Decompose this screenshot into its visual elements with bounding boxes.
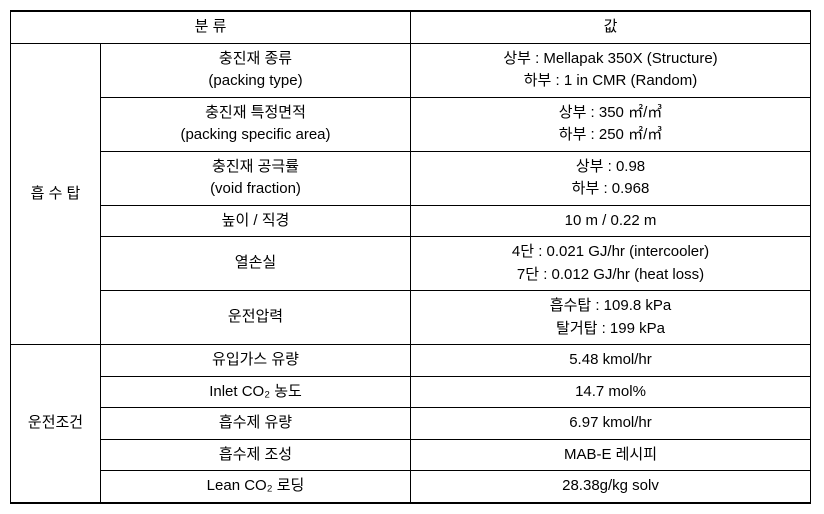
value-text: 상부 : Mellapak 350X (Structure) [503, 50, 717, 67]
value-cell: 5.48 kmol/hr [411, 345, 811, 377]
param-cell: 충진재 종류 (packing type) [101, 43, 411, 97]
value-text: 6.97 kmol/hr [569, 414, 652, 431]
param-text: 충진재 특정면적 [205, 104, 306, 121]
table-row: 높이 / 직경 10 m / 0.22 m [11, 205, 811, 237]
value-text: 10 m / 0.22 m [565, 212, 657, 229]
table-header-row: 분 류 값 [11, 11, 811, 43]
value-text: 하부 : 0.968 [572, 180, 650, 197]
param-text: 흡수제 조성 [219, 446, 292, 463]
value-cell: 28.38g/kg solv [411, 471, 811, 503]
value-cell: 상부 : 350 ㎡/㎥ 하부 : 250 ㎡/㎥ [411, 97, 811, 151]
value-text: 하부 : 1 in CMR (Random) [524, 72, 697, 89]
value-cell: 10 m / 0.22 m [411, 205, 811, 237]
param-text: (packing type) [208, 72, 302, 89]
param-cell: Lean CO₂ 로딩 [101, 471, 411, 503]
param-text: 열손실 [235, 254, 276, 271]
table-row: 운전압력 흡수탑 : 109.8 kPa 탈거탑 : 199 kPa [11, 291, 811, 345]
spec-table: 분 류 값 흡 수 탑 충진재 종류 (packing type) 상부 : M… [10, 10, 811, 504]
value-text: 상부 : 0.98 [576, 158, 645, 175]
param-text: (packing specific area) [180, 126, 330, 143]
param-cell: 높이 / 직경 [101, 205, 411, 237]
param-cell: 흡수제 조성 [101, 439, 411, 471]
value-text: 7단 : 0.012 GJ/hr (heat loss) [517, 266, 704, 283]
param-cell: 운전압력 [101, 291, 411, 345]
param-text: 유입가스 유량 [212, 351, 299, 368]
value-text: 하부 : 250 ㎡/㎥ [559, 126, 662, 143]
param-text: 충진재 공극률 [212, 158, 299, 175]
table-row: Lean CO₂ 로딩 28.38g/kg solv [11, 471, 811, 503]
group-label-operating: 운전조건 [11, 345, 101, 503]
param-text: 충진재 종류 [219, 50, 292, 67]
value-text: 14.7 mol% [575, 383, 646, 400]
value-cell: MAB-E 레시피 [411, 439, 811, 471]
value-text: 4단 : 0.021 GJ/hr (intercooler) [512, 243, 709, 260]
value-text: 5.48 kmol/hr [569, 351, 652, 368]
value-text: 흡수탑 : 109.8 kPa [550, 297, 671, 314]
param-cell: 충진재 특정면적 (packing specific area) [101, 97, 411, 151]
value-text: 상부 : 350 ㎡/㎥ [559, 104, 662, 121]
table-row: 충진재 공극률 (void fraction) 상부 : 0.98 하부 : 0… [11, 151, 811, 205]
value-text: 탈거탑 : 199 kPa [556, 320, 665, 337]
table-row: 충진재 특정면적 (packing specific area) 상부 : 35… [11, 97, 811, 151]
value-cell: 흡수탑 : 109.8 kPa 탈거탑 : 199 kPa [411, 291, 811, 345]
table-row: 흡수제 조성 MAB-E 레시피 [11, 439, 811, 471]
param-text: (void fraction) [210, 180, 301, 197]
param-cell: 유입가스 유량 [101, 345, 411, 377]
header-category: 분 류 [11, 11, 411, 43]
value-cell: 14.7 mol% [411, 376, 811, 408]
value-cell: 상부 : Mellapak 350X (Structure) 하부 : 1 in… [411, 43, 811, 97]
param-text: Lean CO₂ 로딩 [207, 477, 305, 494]
value-text: MAB-E 레시피 [564, 446, 657, 463]
table-row: Inlet CO₂ 농도 14.7 mol% [11, 376, 811, 408]
value-text: 28.38g/kg solv [562, 477, 659, 494]
param-text: 흡수제 유량 [219, 414, 292, 431]
table-row: 흡수제 유량 6.97 kmol/hr [11, 408, 811, 440]
table-row: 열손실 4단 : 0.021 GJ/hr (intercooler) 7단 : … [11, 237, 811, 291]
param-text: Inlet CO₂ 농도 [209, 383, 302, 400]
value-cell: 6.97 kmol/hr [411, 408, 811, 440]
param-cell: 흡수제 유량 [101, 408, 411, 440]
table-row: 운전조건 유입가스 유량 5.48 kmol/hr [11, 345, 811, 377]
param-cell: 열손실 [101, 237, 411, 291]
table-row: 흡 수 탑 충진재 종류 (packing type) 상부 : Mellapa… [11, 43, 811, 97]
param-text: 높이 / 직경 [222, 212, 290, 229]
header-value: 값 [411, 11, 811, 43]
value-cell: 4단 : 0.021 GJ/hr (intercooler) 7단 : 0.01… [411, 237, 811, 291]
param-text: 운전압력 [228, 308, 283, 325]
param-cell: 충진재 공극률 (void fraction) [101, 151, 411, 205]
value-cell: 상부 : 0.98 하부 : 0.968 [411, 151, 811, 205]
group-label-absorber: 흡 수 탑 [11, 43, 101, 345]
param-cell: Inlet CO₂ 농도 [101, 376, 411, 408]
